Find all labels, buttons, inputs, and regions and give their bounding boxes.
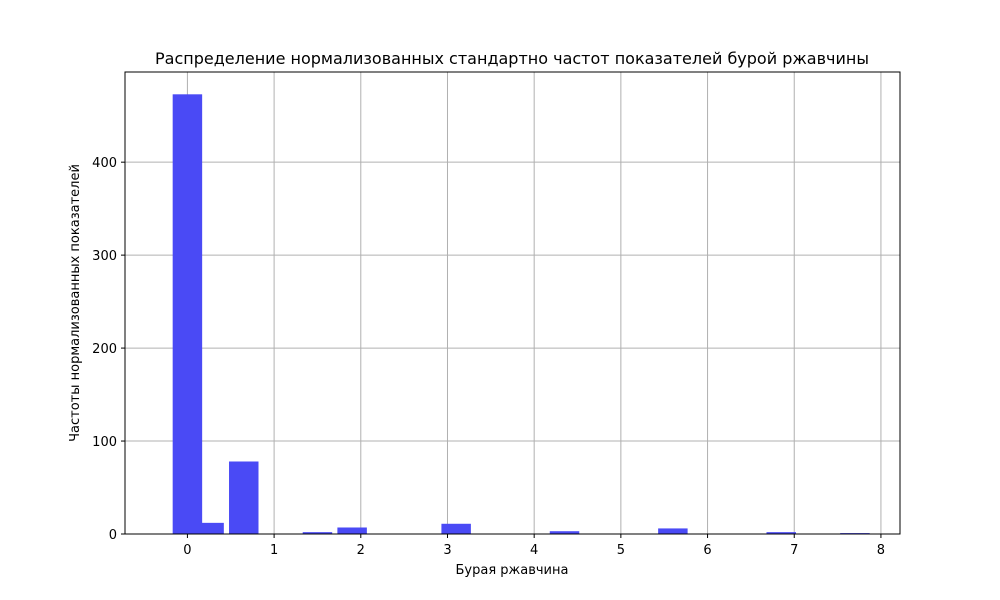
x-axis-label: Бурая ржавчина [456,563,569,578]
x-tick-label: 2 [357,543,365,558]
x-tick-label: 1 [270,543,278,558]
bar-3 [302,532,333,534]
bars [172,94,870,534]
x-tick-label: 8 [877,543,885,558]
bar-0 [172,94,203,534]
bar-5 [441,523,471,534]
x-tick-label: 4 [530,543,538,558]
plot-frame [124,71,901,535]
y-tick-label: 100 [92,435,117,450]
y-tick-label: 300 [92,249,117,264]
chart-title: Распределение нормализованных стандартно… [155,49,869,68]
y-tick-label: 400 [92,156,117,171]
y-tick-label: 0 [109,528,117,543]
x-tick-label: 7 [790,543,798,558]
y-tick-label: 200 [92,342,117,357]
bar-6 [549,531,580,534]
bar-7 [658,528,688,534]
x-tick-label: 6 [703,543,711,558]
bar-8 [766,532,796,534]
x-tick-label: 3 [443,543,451,558]
y-axis-label: Частоты нормализованных показателей [68,164,83,442]
ticks: 0 1 2 3 4 5 6 7 8 0 100 200 300 400 [92,156,885,558]
x-tick-label: 5 [617,543,625,558]
bar-2 [229,461,259,534]
bar-1 [194,522,224,534]
bar-4 [337,527,367,534]
x-tick-label: 0 [183,543,191,558]
